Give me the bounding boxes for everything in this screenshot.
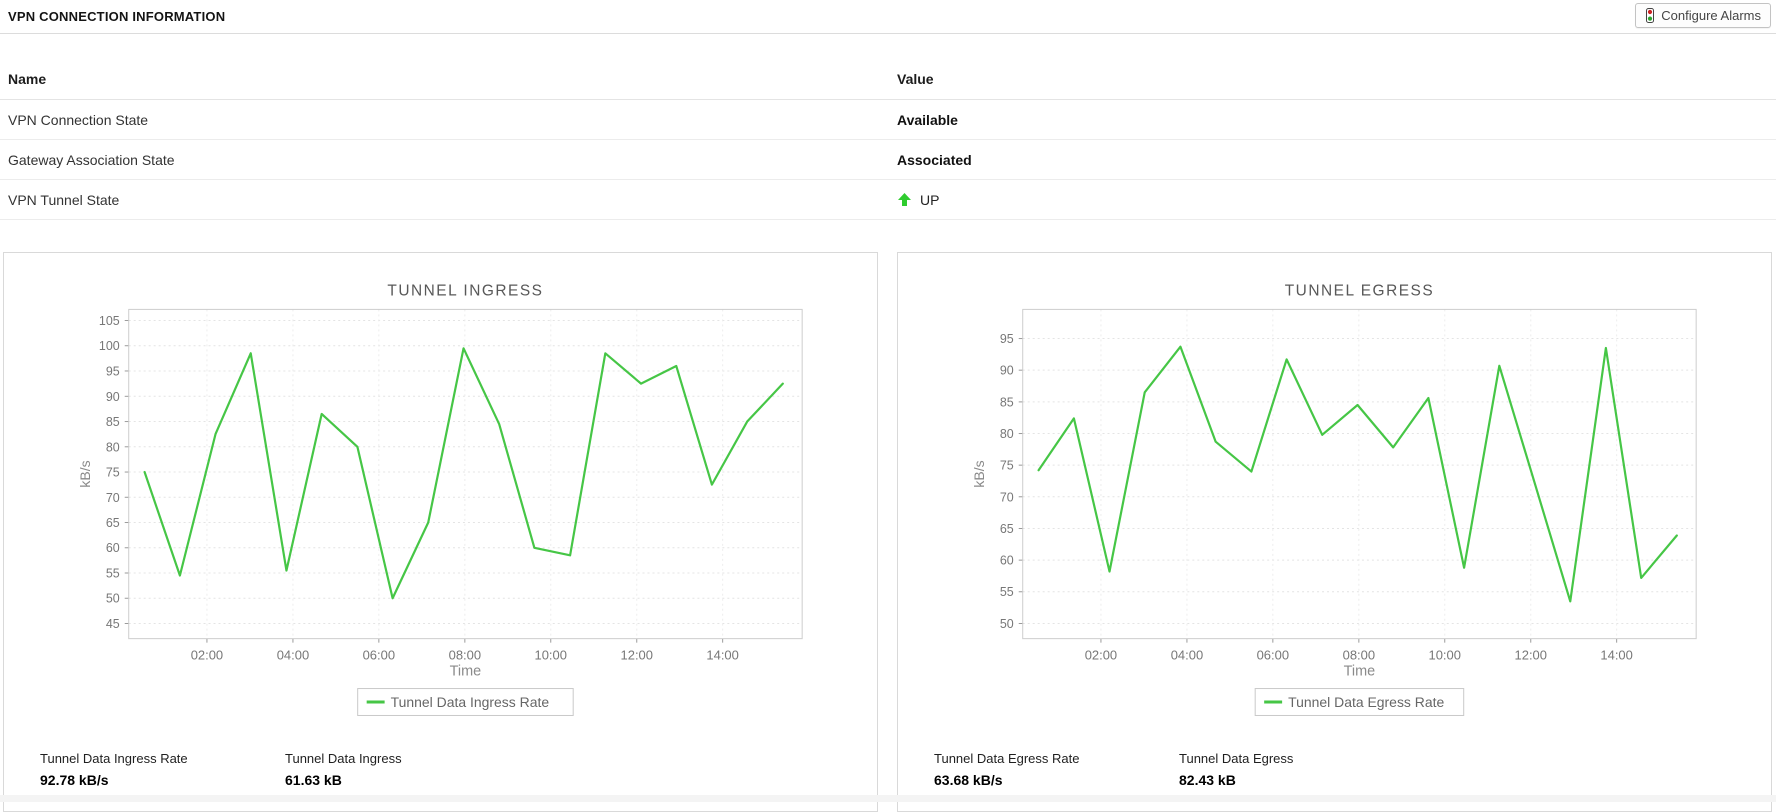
svg-text:14:00: 14:00 xyxy=(1600,648,1632,663)
svg-text:10:00: 10:00 xyxy=(535,648,567,663)
series-line xyxy=(143,347,784,600)
stat-ingress-rate: Tunnel Data Ingress Rate 92.78 kB/s xyxy=(40,751,188,788)
column-header-value: Value xyxy=(897,71,934,87)
ingress-stats: Tunnel Data Ingress Rate 92.78 kB/s Tunn… xyxy=(4,751,877,806)
svg-text:65: 65 xyxy=(106,516,120,530)
stat-label: Tunnel Data Egress Rate xyxy=(934,751,1080,766)
row-value-vpn-tunnel-state: UP xyxy=(897,192,1776,208)
svg-text:50: 50 xyxy=(1000,617,1014,631)
svg-text:Tunnel Data Egress Rate: Tunnel Data Egress Rate xyxy=(1288,694,1444,710)
svg-text:Tunnel Data Ingress Rate: Tunnel Data Ingress Rate xyxy=(391,694,550,710)
series-line xyxy=(1037,345,1678,603)
column-header-name: Name xyxy=(8,71,47,87)
table-header-row: Name Value xyxy=(0,33,1776,100)
svg-text:60: 60 xyxy=(1000,554,1014,568)
svg-text:02:00: 02:00 xyxy=(1085,648,1117,663)
x-axis-label: Time xyxy=(1344,664,1376,680)
svg-text:55: 55 xyxy=(1000,585,1014,599)
chart-title: TUNNEL INGRESS xyxy=(387,282,543,299)
svg-text:90: 90 xyxy=(106,390,120,404)
svg-text:80: 80 xyxy=(1000,427,1014,441)
svg-text:04:00: 04:00 xyxy=(1171,648,1203,663)
stat-value: 82.43 kB xyxy=(1179,772,1236,788)
table-row: VPN Tunnel State UP xyxy=(0,180,1776,220)
y-axis-label: kB/s xyxy=(971,460,987,487)
svg-text:70: 70 xyxy=(106,491,120,505)
svg-text:105: 105 xyxy=(99,314,120,328)
svg-text:08:00: 08:00 xyxy=(1343,648,1375,663)
svg-text:85: 85 xyxy=(106,415,120,429)
chart-legend[interactable]: Tunnel Data Ingress Rate xyxy=(357,688,574,716)
table-row: VPN Connection State Available xyxy=(0,100,1776,140)
table-row: Gateway Association State Associated xyxy=(0,140,1776,180)
svg-text:75: 75 xyxy=(1000,459,1014,473)
svg-text:95: 95 xyxy=(106,364,120,378)
up-arrow-icon xyxy=(898,193,911,206)
chart-title: TUNNEL EGRESS xyxy=(1285,282,1434,299)
svg-text:14:00: 14:00 xyxy=(706,648,738,663)
horizontal-scrollbar[interactable] xyxy=(0,795,1776,802)
egress-stats: Tunnel Data Egress Rate 63.68 kB/s Tunne… xyxy=(898,751,1771,806)
svg-text:02:00: 02:00 xyxy=(191,648,223,663)
svg-text:100: 100 xyxy=(99,339,120,353)
svg-text:08:00: 08:00 xyxy=(449,648,481,663)
svg-text:60: 60 xyxy=(106,541,120,555)
page-title: VPN CONNECTION INFORMATION xyxy=(8,9,226,24)
svg-text:06:00: 06:00 xyxy=(1257,648,1289,663)
stat-label: Tunnel Data Egress xyxy=(1179,751,1294,766)
stat-ingress-total: Tunnel Data Ingress 61.63 kB xyxy=(285,751,402,788)
stat-value: 61.63 kB xyxy=(285,772,342,788)
configure-alarms-label: Configure Alarms xyxy=(1661,8,1761,23)
svg-text:75: 75 xyxy=(106,466,120,480)
stat-label: Tunnel Data Ingress xyxy=(285,751,402,766)
svg-text:10:00: 10:00 xyxy=(1429,648,1461,663)
chart-legend[interactable]: Tunnel Data Egress Rate xyxy=(1254,688,1465,716)
svg-text:65: 65 xyxy=(1000,522,1014,536)
stat-egress-total: Tunnel Data Egress 82.43 kB xyxy=(1179,751,1293,788)
panel-header: VPN CONNECTION INFORMATION Configure Ala… xyxy=(0,0,1776,34)
stat-label: Tunnel Data Ingress Rate xyxy=(40,751,188,766)
svg-text:45: 45 xyxy=(106,617,120,631)
row-name-gateway-association-state: Gateway Association State xyxy=(8,151,175,168)
stat-value: 92.78 kB/s xyxy=(40,772,109,788)
tunnel-ingress-card: TUNNEL INGRESS 45 50 55 60 65 70 75 80 85 90 95 100 1… xyxy=(3,252,878,812)
svg-text:90: 90 xyxy=(1000,364,1014,378)
tunnel-state-text: UP xyxy=(920,191,940,208)
x-axis-label: Time xyxy=(450,664,482,680)
svg-text:70: 70 xyxy=(1000,490,1014,504)
svg-text:12:00: 12:00 xyxy=(621,648,653,663)
svg-text:06:00: 06:00 xyxy=(363,648,395,663)
configure-alarms-button[interactable]: Configure Alarms xyxy=(1635,3,1771,28)
svg-text:95: 95 xyxy=(1000,332,1014,346)
traffic-light-icon xyxy=(1646,8,1655,23)
svg-text:50: 50 xyxy=(106,592,120,606)
svg-text:55: 55 xyxy=(106,566,120,580)
y-axis-label: kB/s xyxy=(77,460,93,487)
tunnel-egress-card: TUNNEL EGRESS 50 55 60 65 70 75 80 85 90 95 02:00 04… xyxy=(897,252,1772,812)
row-value-gateway-association-state: Associated xyxy=(897,151,972,168)
svg-text:04:00: 04:00 xyxy=(277,648,309,663)
tunnel-ingress-chart[interactable]: TUNNEL INGRESS 45 50 55 60 65 70 75 80 85 90 95 100 1… xyxy=(4,253,877,723)
row-name-vpn-tunnel-state: VPN Tunnel State xyxy=(8,191,120,208)
row-name-vpn-connection-state: VPN Connection State xyxy=(8,111,149,128)
stat-egress-rate: Tunnel Data Egress Rate 63.68 kB/s xyxy=(934,751,1079,788)
stat-value: 63.68 kB/s xyxy=(934,772,1003,788)
tunnel-egress-chart[interactable]: TUNNEL EGRESS 50 55 60 65 70 75 80 85 90 95 02:00 04… xyxy=(898,253,1771,723)
chart-cards: TUNNEL INGRESS 45 50 55 60 65 70 75 80 85 90 95 100 1… xyxy=(0,252,1776,812)
row-value-vpn-connection-state: Available xyxy=(897,111,958,128)
svg-text:85: 85 xyxy=(1000,395,1014,409)
svg-text:80: 80 xyxy=(106,440,120,454)
vpn-info-table: Name Value VPN Connection State Availabl… xyxy=(0,33,1776,220)
svg-text:12:00: 12:00 xyxy=(1515,648,1547,663)
